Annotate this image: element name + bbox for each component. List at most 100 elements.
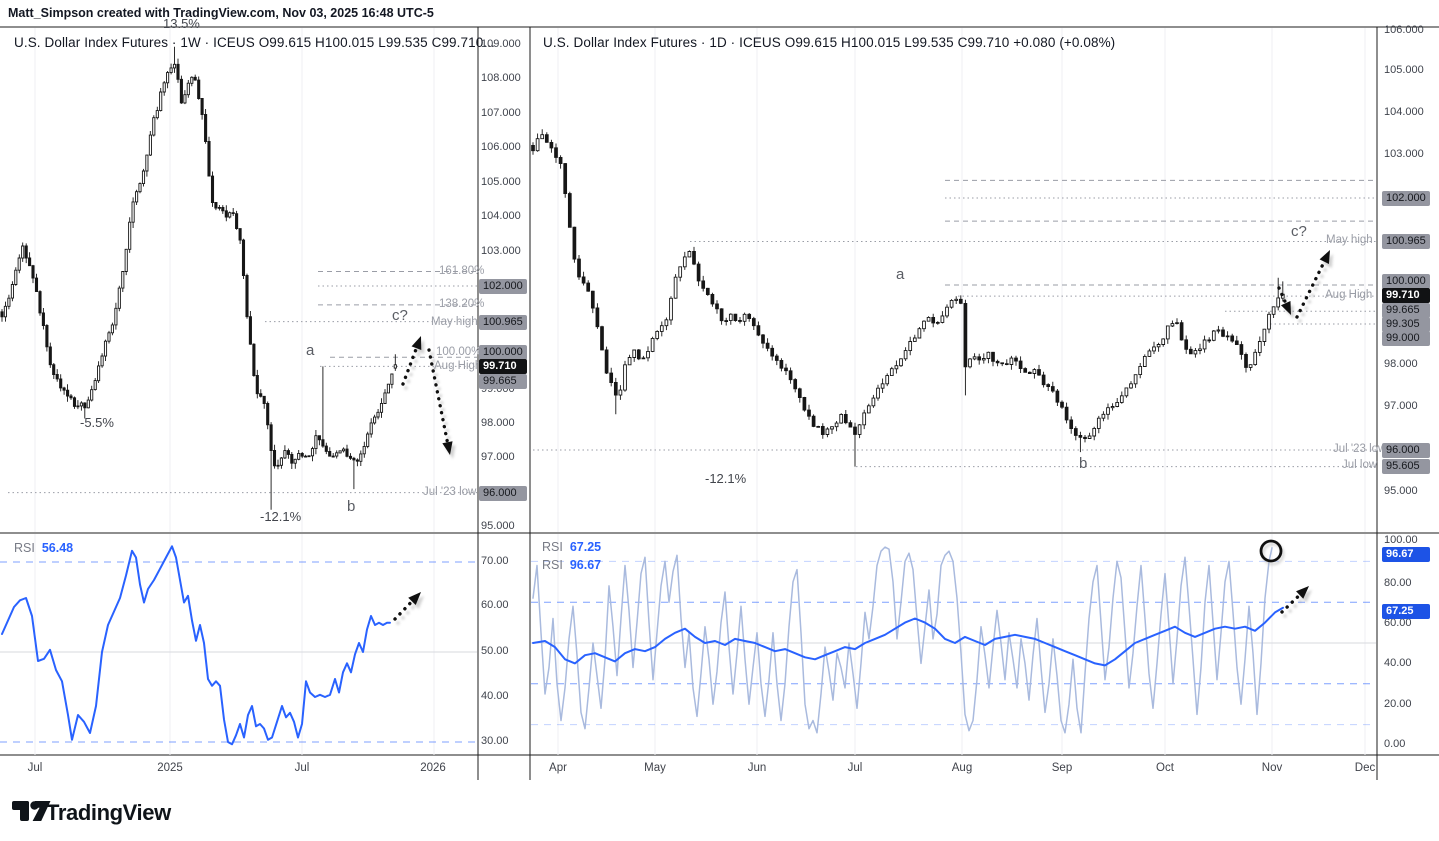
time-axis-label-Dec[interactable]: Dec [1354,762,1376,774]
price-badge-100.000: 100.000 [1382,273,1430,289]
price-pane-1[interactable] [531,28,1376,532]
right-rsi-value-1: 67.25 [569,540,602,554]
price-badge-102.000: 102.000 [1382,190,1430,206]
level-label: May high [431,316,478,328]
annotation-13.5%: 13.5% [163,16,200,31]
logo-seven [32,801,51,821]
price-badge-100.965: 100.965 [1382,233,1430,249]
axis-label: 95.000 [481,520,515,532]
axis-label: 105.000 [481,176,521,188]
axis-label: 108.000 [481,72,521,84]
rsi-pane-3[interactable] [531,534,1376,755]
axis-label: 104.000 [481,210,521,222]
time-axis-label-May[interactable]: May [644,762,666,774]
time-axis-label-Oct[interactable]: Oct [1156,762,1174,774]
price-badge-96.000: 96.000 [479,485,527,501]
time-axis-label-Jul[interactable]: Jul [294,762,310,774]
time-axis-label-2026[interactable]: 2026 [420,762,446,774]
level-label: Jul '23 low [1333,443,1387,455]
time-axis-label-Jun[interactable]: Jun [747,762,767,774]
axis-label: 60.00 [1384,617,1412,629]
axis-label: 60.00 [481,599,509,611]
axis-label: 104.000 [1384,106,1424,118]
right-rsi-caption-2: RSI 96.67 [542,558,601,572]
price-badge-102.000: 102.000 [479,278,527,294]
price-badge-99.665: 99.665 [1382,302,1430,318]
axis-label: 97.000 [1384,400,1418,412]
time-axis-label-2025[interactable]: 2025 [157,762,183,774]
axis-label: 97.000 [481,451,515,463]
annotation-c?: c? [392,307,408,324]
left-rsi-caption: RSI 56.48 [14,541,73,555]
footer-brand: TradingView [46,800,171,825]
price-badge-99.710: 99.710 [479,358,527,374]
axis-label: 20.00 [1384,698,1412,710]
level-label: Aug High [434,360,482,372]
price-badge-100.000: 100.000 [479,344,527,360]
time-axis-label-Jul[interactable]: Jul [847,762,863,774]
price-badge-99.710: 99.710 [1382,287,1430,303]
annotation-b: b [1079,455,1088,472]
tradingview-logo-mark [12,801,51,821]
price-badge-100.965: 100.965 [479,314,527,330]
annotation-b: b [347,498,356,515]
annotation-c?: c? [1291,223,1307,240]
price-badge-67.25: 67.25 [1382,603,1430,619]
left-rsi-label: RSI [14,541,35,555]
axis-label: 95.000 [1384,485,1418,497]
left-chart-title: U.S. Dollar Index Futures · 1W · ICEUS O… [14,35,495,50]
price-badge-99.665: 99.665 [479,373,527,389]
annotation--12.1%: -12.1% [260,509,302,524]
annotation--5.5%: -5.5% [80,415,114,430]
axis-label: 98.000 [481,417,515,429]
time-axis-label-Nov[interactable]: Nov [1261,762,1283,774]
right-rsi-label-1: RSI [542,540,563,554]
price-badge-99.305: 99.305 [1382,316,1430,332]
tradingview-logo[interactable] [11,794,181,833]
axis-label: 30.00 [481,735,509,747]
annotation--12.1%: -12.1% [705,471,747,486]
axis-label: 105.000 [1384,64,1424,76]
level-label: Aug High [1325,289,1373,301]
axis-label: 98.000 [1384,358,1418,370]
rsi-highlight-circle [1259,539,1283,563]
left-rsi-value: 56.48 [41,541,74,555]
axis-label: 106.000 [481,141,521,153]
rsi-pane-2[interactable] [0,534,477,755]
axis-label: 109.000 [481,38,521,50]
price-badge-95.605: 95.605 [1382,458,1430,474]
time-axis-label-Apr[interactable]: Apr [549,762,567,774]
price-pane-0[interactable] [0,28,477,532]
annotation-a: a [306,342,315,359]
axis-label: 103.000 [1384,148,1424,160]
axis-label: 40.00 [1384,657,1412,669]
level-label: Jul low [1342,459,1378,471]
right-rsi-caption-1: RSI 67.25 [542,540,601,554]
axis-label: 103.000 [481,245,521,257]
axis-label: 107.000 [481,107,521,119]
logo-leg [20,801,29,821]
price-badge-96.000: 96.000 [1382,442,1430,458]
axis-label: 100.00 [1384,534,1418,546]
time-axis-label-Sep[interactable]: Sep [1051,762,1073,774]
time-axis-label-Jul[interactable]: Jul [27,762,43,774]
price-badge-96.67: 96.67 [1382,546,1430,562]
price-badge-99.000: 99.000 [1382,330,1430,346]
right-rsi-value-2: 96.67 [569,558,602,572]
right-chart-title: U.S. Dollar Index Futures · 1D · ICEUS O… [543,35,1116,50]
level-label: 138.20% [439,298,485,310]
time-axis-label-Aug[interactable]: Aug [951,762,973,774]
level-label: May high [1326,234,1373,246]
level-label: 161.80% [439,265,485,277]
axis-label: 80.00 [1384,577,1412,589]
axis-label: 70.00 [481,555,509,567]
attribution-text: Matt_Simpson created with TradingView.co… [8,6,434,20]
level-label: 100.00% [436,346,482,358]
axis-label: 0.00 [1384,738,1406,750]
level-label: Jul '23 low [423,486,477,498]
annotation-a: a [896,266,905,283]
axis-label: 50.00 [481,645,509,657]
axis-label: 40.00 [481,690,509,702]
